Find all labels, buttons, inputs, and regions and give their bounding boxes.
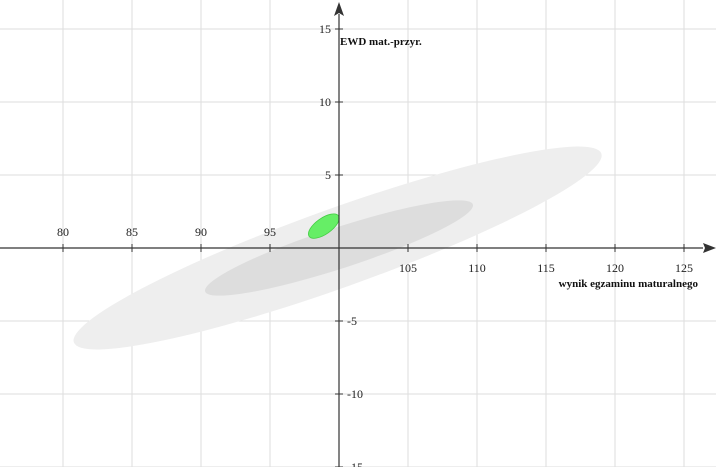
x-axis-label: wynik egzaminu maturalnego bbox=[559, 278, 699, 290]
x-axis-arrow bbox=[703, 243, 716, 253]
x-tick-label: 105 bbox=[399, 261, 417, 275]
x-tick-label: 90 bbox=[195, 225, 207, 239]
y-tick-label: 5 bbox=[325, 168, 331, 182]
x-tick-label: 120 bbox=[606, 261, 624, 275]
y-tick-label: 10 bbox=[319, 95, 331, 109]
y-axis-arrow bbox=[334, 2, 344, 16]
x-tick-label: 110 bbox=[468, 261, 486, 275]
x-tick-label: 80 bbox=[57, 225, 69, 239]
y-tick-label: -10 bbox=[347, 387, 363, 401]
y-tick-label: 15 bbox=[319, 22, 331, 36]
y-tick-label: -5 bbox=[347, 314, 357, 328]
x-tick-label: 115 bbox=[537, 261, 555, 275]
x-tick-label: 85 bbox=[126, 225, 138, 239]
x-tick-label: 95 bbox=[264, 225, 276, 239]
y-tick-label: -15 bbox=[347, 460, 363, 467]
y-axis-label: EWD mat.-przyr. bbox=[340, 36, 422, 48]
x-tick-label: 125 bbox=[675, 261, 693, 275]
